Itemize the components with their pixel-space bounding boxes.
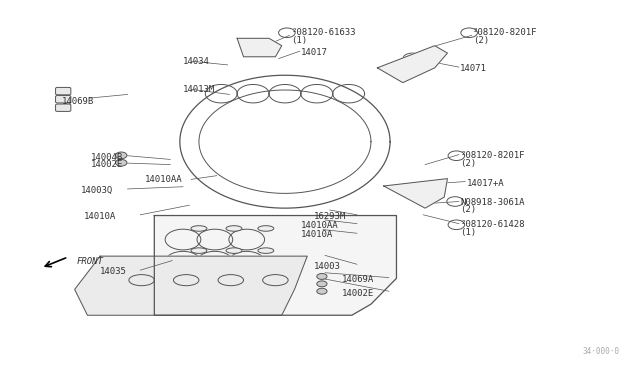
- Text: FRONT: FRONT: [77, 257, 104, 266]
- Text: 14010A: 14010A: [301, 230, 333, 239]
- Text: 14034: 14034: [183, 57, 210, 66]
- Text: 14035: 14035: [100, 267, 127, 276]
- Polygon shape: [237, 38, 282, 57]
- Text: 14013M: 14013M: [183, 85, 215, 94]
- Text: (2): (2): [460, 205, 476, 215]
- Text: 14010AA: 14010AA: [145, 175, 182, 184]
- Text: 34·000·0: 34·000·0: [582, 347, 620, 356]
- Text: 14004B: 14004B: [91, 153, 123, 162]
- Circle shape: [317, 281, 327, 287]
- Text: 14002E: 14002E: [342, 289, 374, 298]
- Polygon shape: [154, 215, 396, 315]
- Text: ²08120-8201F: ²08120-8201F: [473, 28, 538, 37]
- Text: 16293M: 16293M: [314, 212, 346, 221]
- Text: 14069A: 14069A: [342, 275, 374, 283]
- Ellipse shape: [191, 248, 207, 253]
- Polygon shape: [75, 256, 307, 315]
- Text: ²08120-61633: ²08120-61633: [291, 28, 356, 37]
- Text: (2): (2): [473, 36, 489, 45]
- Ellipse shape: [258, 248, 274, 253]
- FancyBboxPatch shape: [56, 87, 71, 95]
- Ellipse shape: [226, 248, 242, 253]
- Text: ²08120-61428: ²08120-61428: [460, 220, 525, 229]
- Circle shape: [115, 152, 127, 159]
- Text: 14003: 14003: [314, 262, 340, 271]
- FancyBboxPatch shape: [56, 96, 71, 103]
- Text: 14017+A: 14017+A: [467, 179, 504, 187]
- Text: 14017: 14017: [301, 48, 328, 57]
- Text: 14069B: 14069B: [62, 97, 94, 106]
- Polygon shape: [378, 46, 447, 83]
- Text: 14002E: 14002E: [91, 160, 123, 169]
- Polygon shape: [384, 179, 447, 208]
- Circle shape: [317, 288, 327, 294]
- Text: N08918-3061A: N08918-3061A: [460, 198, 525, 207]
- Text: (1): (1): [460, 228, 476, 237]
- Text: ²08120-8201F: ²08120-8201F: [460, 151, 525, 160]
- Ellipse shape: [226, 226, 242, 231]
- Circle shape: [317, 273, 327, 279]
- Text: 14071: 14071: [460, 64, 487, 73]
- Ellipse shape: [258, 226, 274, 231]
- Text: 14003Q: 14003Q: [81, 186, 113, 195]
- Ellipse shape: [191, 226, 207, 231]
- Text: 14010AA: 14010AA: [301, 221, 339, 230]
- Text: (1): (1): [291, 36, 307, 45]
- FancyBboxPatch shape: [56, 104, 71, 112]
- Text: (2): (2): [460, 158, 476, 168]
- Circle shape: [115, 160, 127, 166]
- Text: 14010A: 14010A: [84, 212, 116, 221]
